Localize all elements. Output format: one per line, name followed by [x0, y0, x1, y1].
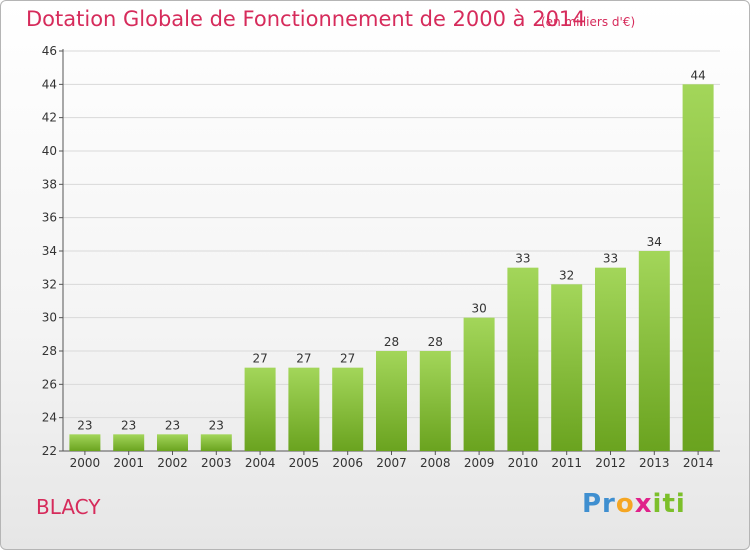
bar-2001: [113, 434, 145, 451]
x-tick-label-2010: 2010: [508, 456, 539, 470]
x-tick-label-2004: 2004: [245, 456, 276, 470]
y-tick-label: 34: [42, 244, 57, 258]
data-label-2006: 27: [340, 352, 355, 366]
bar-2004: [244, 367, 276, 451]
x-tick-label-2013: 2013: [639, 456, 670, 470]
bar-2013: [638, 251, 670, 451]
data-label-2002: 23: [165, 418, 180, 432]
data-label-2005: 27: [296, 352, 311, 366]
data-label-2013: 34: [647, 235, 662, 249]
y-tick-label: 36: [42, 211, 57, 225]
x-tick-label-2014: 2014: [683, 456, 714, 470]
y-tick-label: 22: [42, 444, 57, 458]
bar-2003: [200, 434, 232, 451]
y-tick-label: 38: [42, 177, 57, 191]
chart-subtitle: (en milliers d'€): [541, 15, 636, 29]
data-label-2001: 23: [121, 418, 136, 432]
x-tick-label-2002: 2002: [157, 456, 188, 470]
data-label-2014: 44: [690, 68, 705, 82]
bar-2002: [157, 434, 188, 451]
x-tick-label-2001: 2001: [113, 456, 144, 470]
y-tick-label: 42: [42, 111, 57, 125]
data-label-2007: 28: [384, 335, 399, 349]
y-tick-label: 28: [42, 344, 57, 358]
bar-2005: [288, 367, 320, 451]
data-label-2004: 27: [252, 352, 267, 366]
labels: 23 2000 23 2001 23 2002 23 2003 27 2004 27 2005 27 20…: [70, 68, 714, 470]
data-label-2011: 32: [559, 268, 574, 282]
chart-title: Dotation Globale de Fonctionnement de 20…: [26, 7, 586, 31]
data-label-2000: 23: [77, 418, 92, 432]
bar-2008: [419, 351, 451, 451]
y-tick-label: 32: [42, 277, 57, 291]
place-name: BLACY: [36, 495, 101, 519]
proxiti-logo: Proxiti: [582, 489, 686, 519]
x-tick-label-2009: 2009: [464, 456, 495, 470]
data-label-2003: 23: [209, 418, 224, 432]
y-tick-label: 40: [42, 144, 57, 158]
bar-2012: [595, 267, 626, 451]
y-tick-label: 46: [42, 44, 57, 58]
x-tick-label-2000: 2000: [70, 456, 101, 470]
data-label-2012: 33: [603, 252, 618, 266]
bar-2006: [332, 367, 364, 451]
y-tick-label: 30: [42, 311, 57, 325]
x-tick-label-2011: 2011: [551, 456, 582, 470]
bar-2009: [463, 317, 495, 451]
x-tick-label-2005: 2005: [289, 456, 320, 470]
data-label-2009: 30: [471, 302, 486, 316]
data-label-2008: 28: [428, 335, 443, 349]
x-tick-label-2008: 2008: [420, 456, 451, 470]
bar-2007: [376, 351, 407, 451]
x-tick-label-2006: 2006: [332, 456, 363, 470]
y-tick-label: 26: [42, 377, 57, 391]
y-tick-label: 24: [42, 411, 57, 425]
bar-2010: [507, 267, 539, 451]
x-tick-label-2012: 2012: [595, 456, 626, 470]
bar-2000: [69, 434, 101, 451]
data-label-2010: 33: [515, 252, 530, 266]
bars: [69, 84, 714, 451]
x-tick-label-2003: 2003: [201, 456, 232, 470]
x-tick-label-2007: 2007: [376, 456, 407, 470]
y-tick-label: 44: [42, 77, 57, 91]
bar-2011: [551, 284, 583, 451]
bar-2014: [682, 84, 714, 451]
